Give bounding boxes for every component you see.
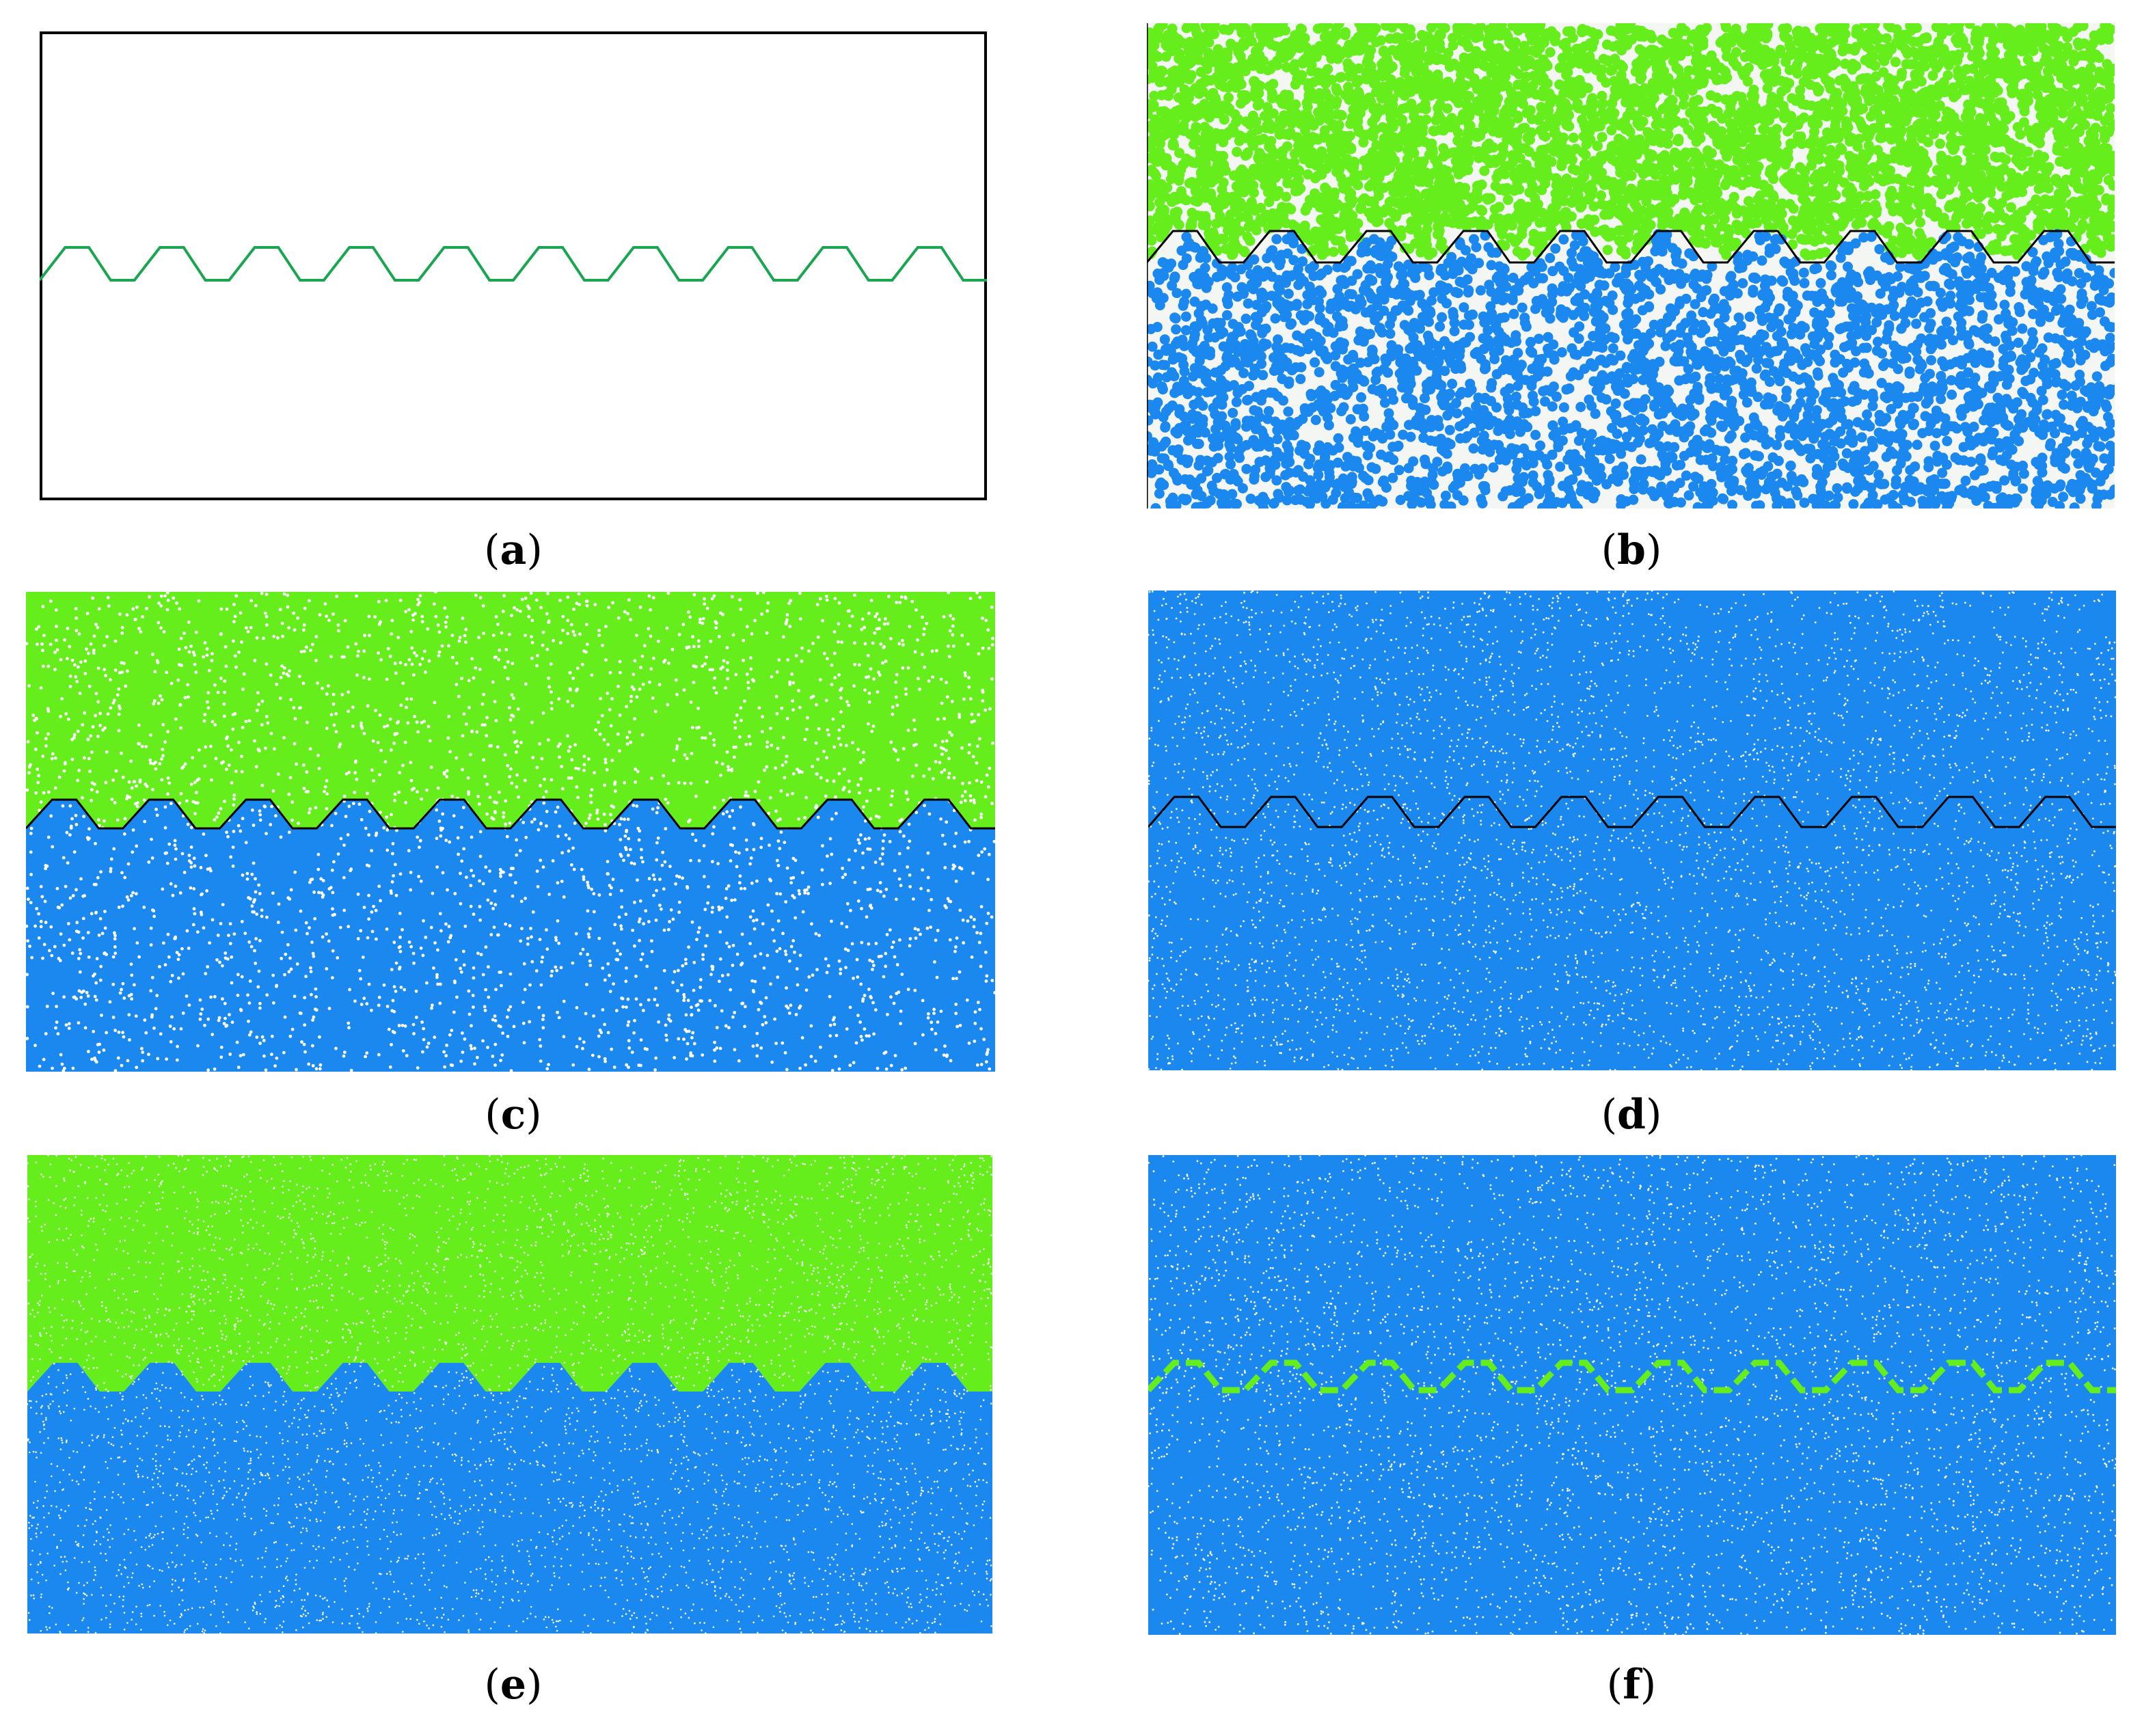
pore-speckles (26, 592, 995, 1072)
lower-block-particles (1147, 228, 2115, 508)
panel-b-figure (1147, 23, 2115, 508)
model-boundary (40, 31, 987, 500)
joint-line (26, 798, 995, 830)
particle-assembly (1148, 591, 2116, 1070)
caption-b: (b) (1563, 526, 1700, 574)
panel-c (26, 592, 995, 1072)
panel-a-figure (40, 31, 987, 500)
panel-e-figure (27, 1155, 992, 1633)
upper-block-particles (1147, 23, 2115, 261)
panel-c-figure (26, 592, 995, 1072)
caption-d: (d) (1563, 1091, 1700, 1139)
panel-e (27, 1155, 992, 1633)
joint-band (1148, 1359, 2116, 1394)
joint-line (40, 246, 987, 282)
joint-line (1148, 796, 2116, 828)
panel-d (1148, 591, 2116, 1070)
panel-f (1148, 1155, 2116, 1635)
particle-assembly (1148, 1155, 2116, 1635)
joint-line (1147, 230, 2115, 264)
caption-e: (e) (445, 1661, 582, 1709)
lower-block (26, 800, 995, 1072)
panel-d-figure (1148, 591, 2116, 1070)
caption-f: (f) (1563, 1661, 1700, 1709)
panel-a (40, 31, 987, 500)
panel-f-figure (1148, 1155, 2116, 1635)
caption-c: (c) (445, 1091, 582, 1139)
upper-block (26, 592, 995, 828)
pore-speckles (27, 1155, 992, 1633)
pore-speckles (1148, 1155, 2116, 1635)
upper-block (27, 1155, 992, 1392)
pore-speckles (1148, 591, 2116, 1070)
panel-b (1147, 23, 2115, 508)
caption-a: (a) (445, 526, 582, 574)
lower-block (27, 1363, 992, 1633)
